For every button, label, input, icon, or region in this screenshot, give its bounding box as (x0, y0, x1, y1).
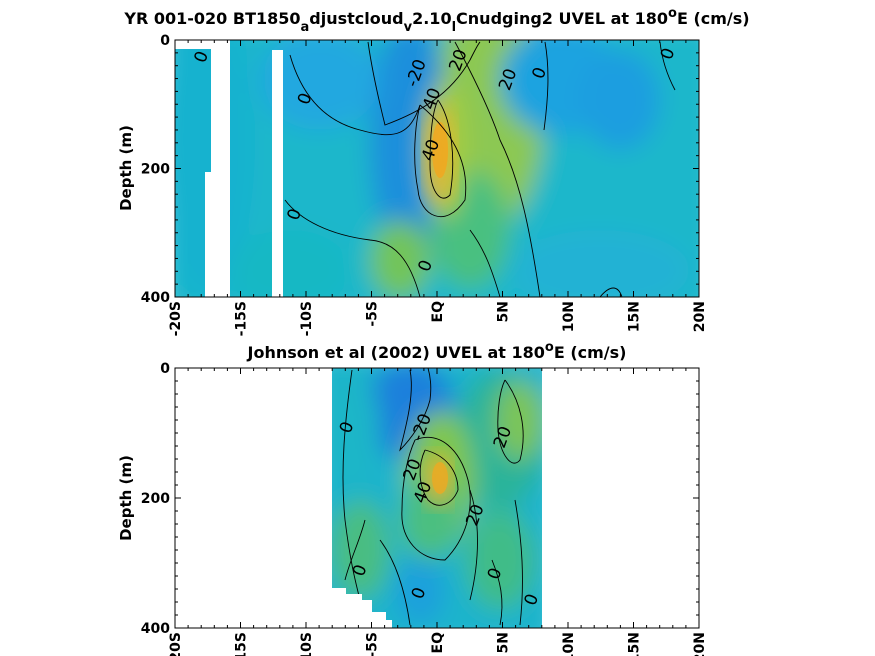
panel-top-ticks: -20S -15S -10S -5S EQ 5N 10N 15N 20N 0 200 400 (141, 33, 708, 336)
x-tick-label: -10S (299, 301, 315, 336)
x-tick-label: EQ (430, 301, 446, 323)
masked-region (272, 50, 283, 297)
panel-bottom-ylabel: Depth (m) (117, 455, 135, 541)
panel-bottom-ticks: -20S -15S -10S -5S EQ 5N 10N 15N 20N 0 200 400 (141, 361, 708, 656)
masked-region (211, 40, 230, 297)
x-tick-label: 5N (496, 632, 512, 653)
y-tick-label: 0 (160, 33, 170, 49)
panel-bottom-heatmap (332, 368, 542, 628)
x-tick-label: -10S (299, 632, 315, 656)
panel-top-ylabel: Depth (m) (117, 125, 135, 211)
panel-top-title: YR 001-020 BT1850adjustcloudv2.10lCnudgi… (123, 6, 749, 35)
x-tick-label: 15N (627, 301, 643, 332)
panel-bottom: -20S -15S -10S -5S EQ 5N 10N 15N 20N 0 200 400 0 -20… (117, 340, 708, 656)
x-tick-label: 20N (692, 632, 708, 656)
x-tick-label: 10N (561, 632, 577, 656)
y-tick-label: 200 (141, 162, 170, 178)
x-tick-label: -15S (234, 632, 250, 656)
x-tick-label: -15S (234, 301, 250, 336)
x-tick-label: -5S (365, 301, 381, 327)
y-tick-label: 400 (141, 290, 170, 306)
y-tick-label: 200 (141, 491, 170, 507)
panel-top-contours (284, 41, 676, 297)
x-tick-label: 20N (692, 301, 708, 332)
panel-top-heatmap (175, 40, 699, 297)
x-tick-label: 15N (627, 632, 643, 656)
x-tick-label: -20S (168, 632, 184, 656)
masked-region (175, 40, 225, 49)
panel-bottom-title: Johnson et al (2002) UVEL at 180oE (cm/s… (247, 340, 627, 362)
x-tick-label: 10N (561, 301, 577, 332)
y-tick-label: 400 (141, 621, 170, 637)
masked-region (205, 172, 213, 297)
x-tick-label: -5S (365, 632, 381, 656)
y-tick-label: 0 (160, 361, 170, 377)
x-tick-label: EQ (430, 632, 446, 654)
x-tick-label: 5N (496, 301, 512, 322)
panel-bottom-contours (342, 368, 524, 626)
x-tick-label: -20S (168, 301, 184, 336)
